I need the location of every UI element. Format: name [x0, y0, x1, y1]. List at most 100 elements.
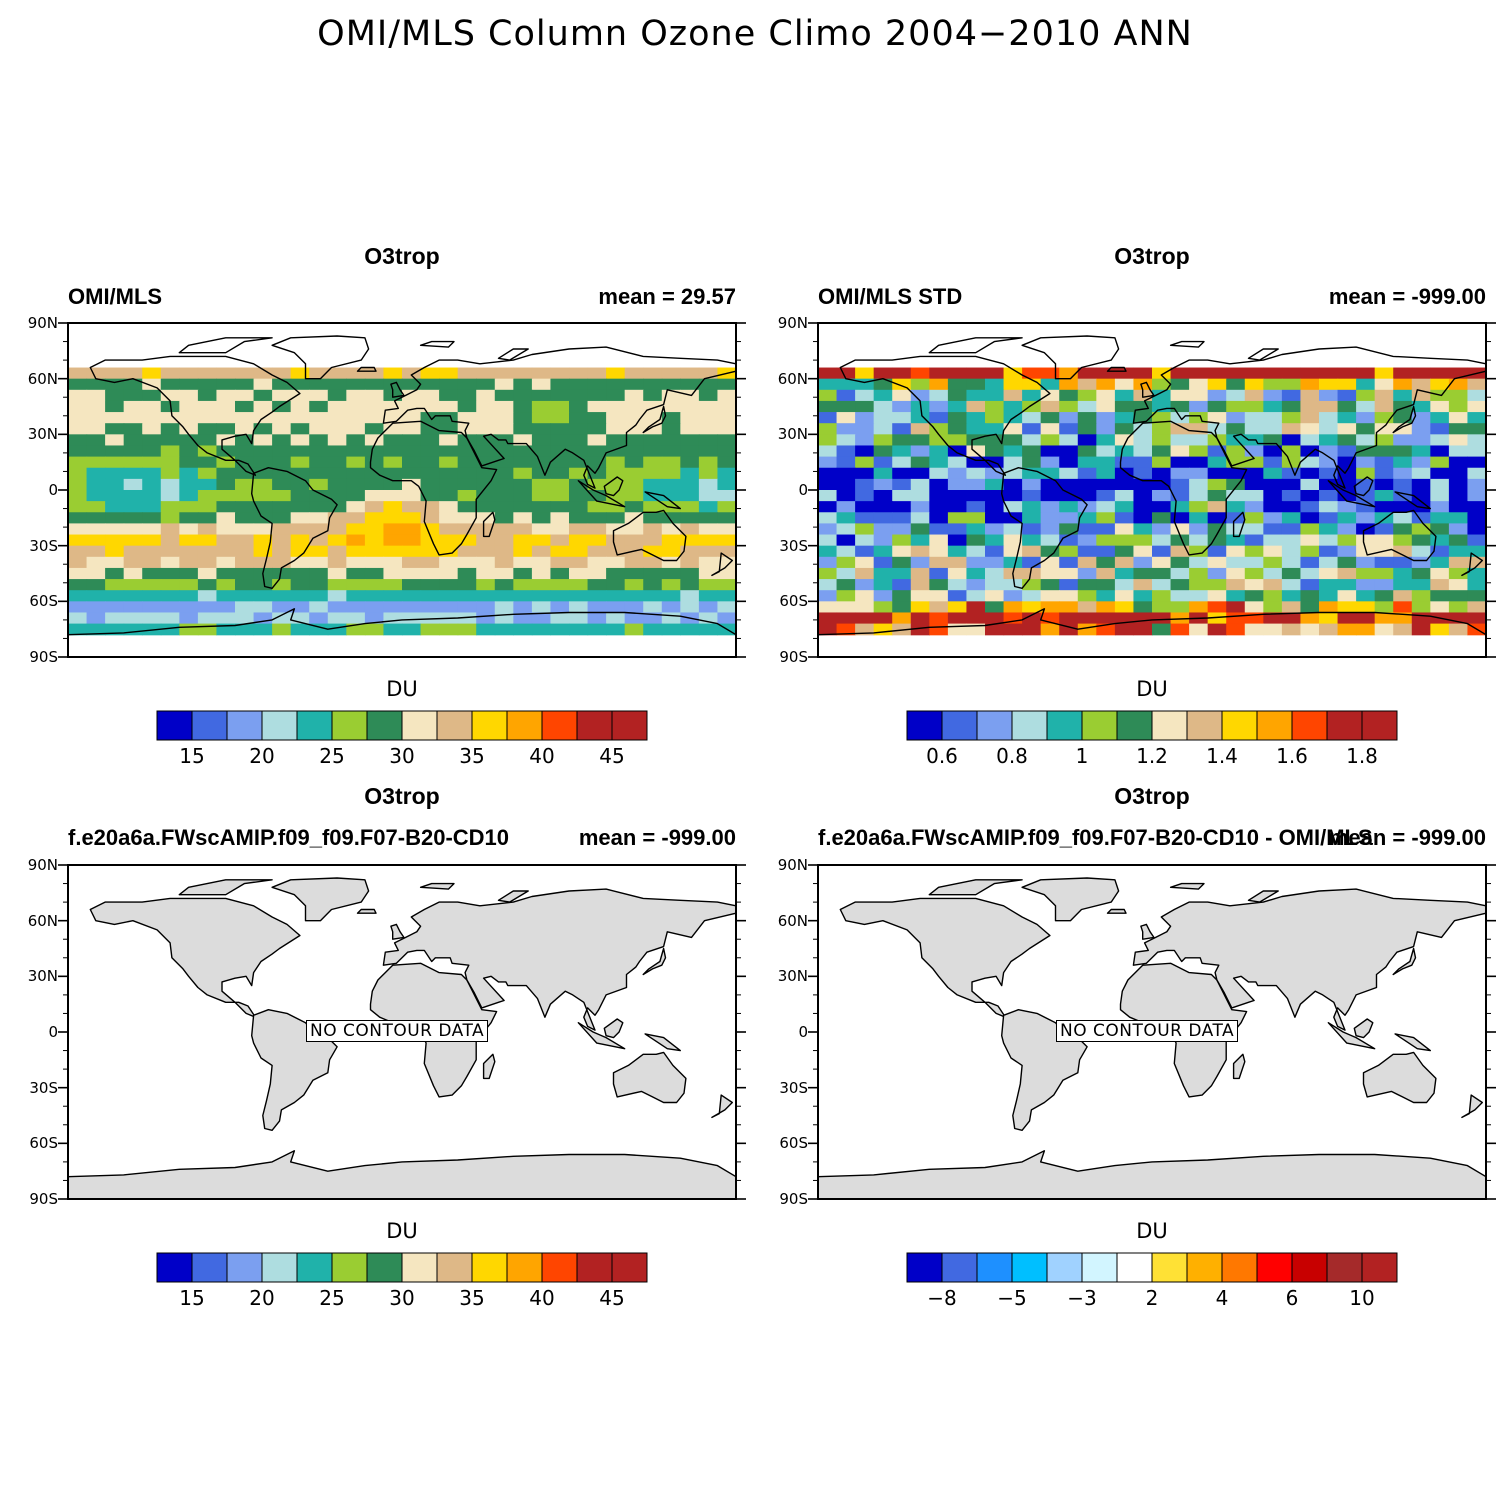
field-cell [1207, 367, 1227, 380]
field-cell [1263, 400, 1283, 413]
field-cell [892, 467, 912, 480]
field-cell [1133, 556, 1153, 569]
field-cell [855, 400, 875, 413]
field-cell [494, 378, 514, 391]
ozone-field [818, 367, 1487, 636]
field-cell [420, 423, 440, 435]
colorbar-label: 35 [459, 1286, 485, 1310]
colorbar-swatch [261, 1252, 298, 1283]
field-cell [309, 445, 329, 458]
colorbar [156, 1252, 648, 1283]
field-cell [1040, 467, 1060, 480]
field-cell [892, 423, 912, 435]
field-cell [966, 601, 986, 614]
field-cell [643, 434, 663, 447]
panel-left-string: OMI/MLS [68, 284, 163, 309]
field-cell [197, 612, 218, 625]
field-cell [1319, 400, 1339, 413]
field-cell [1448, 378, 1469, 391]
field-cell [1337, 534, 1357, 547]
field-cell [929, 445, 949, 458]
field-cell [68, 545, 88, 558]
field-cell [253, 545, 273, 558]
field-cell [439, 501, 459, 513]
field-cell [1411, 601, 1431, 614]
field-cell [105, 367, 125, 380]
field-cell [587, 478, 607, 491]
field-cell [1337, 545, 1357, 558]
eurasia-outline [1132, 888, 1487, 1031]
field-cell [235, 467, 255, 480]
field-cell [1356, 456, 1376, 469]
arctic-islands-outline [178, 337, 273, 354]
field-cell [836, 490, 856, 502]
field-cell [1096, 389, 1116, 402]
field-cell [160, 445, 180, 458]
field-cell [1337, 378, 1357, 391]
field-cell [985, 579, 1005, 591]
field-cell [1226, 612, 1246, 625]
field-cell [1263, 478, 1283, 491]
field-cell [160, 456, 180, 469]
field-cell [698, 601, 719, 614]
field-cell [235, 378, 255, 391]
field-cell [855, 590, 875, 602]
indonesia-outline [1327, 479, 1376, 508]
field-cell [818, 534, 838, 547]
field-cell [1319, 412, 1339, 424]
field-cell [439, 434, 459, 447]
south-america-outline [250, 466, 338, 589]
field-cell [698, 590, 719, 602]
field-cell [123, 523, 143, 536]
field-cell [179, 512, 199, 524]
field-cell [643, 556, 663, 569]
field-cell [346, 612, 366, 625]
field-cell [1281, 412, 1302, 424]
colorbar-label: 20 [249, 1286, 275, 1310]
field-cell [661, 545, 681, 558]
field-cell [661, 612, 681, 625]
field-cell [1300, 612, 1320, 625]
field-cell [1393, 434, 1413, 447]
field-cell [105, 545, 125, 558]
field-cell [309, 579, 329, 591]
field-cell [661, 367, 681, 380]
field-cell [1430, 467, 1450, 480]
field-cell [892, 590, 912, 602]
field-cell [86, 601, 106, 614]
field-cell [1077, 467, 1097, 480]
field-cell [1003, 523, 1023, 536]
field-cell [929, 567, 949, 580]
field-cell [1226, 590, 1246, 602]
colorbar-swatch [1186, 1252, 1223, 1283]
field-cell [1152, 601, 1172, 614]
field-cell [216, 445, 236, 458]
field-cell [346, 400, 366, 413]
field-cell [420, 367, 440, 380]
colorbar-swatch [191, 710, 228, 741]
field-cell [86, 501, 106, 513]
field-cell [105, 389, 125, 402]
field-cell [1133, 378, 1153, 391]
field-cell [1226, 456, 1246, 469]
field-cell [1207, 501, 1227, 513]
field-cell [197, 545, 218, 558]
svalbard-outline [419, 882, 455, 890]
field-cell [457, 545, 477, 558]
north-america-outline [839, 897, 1051, 1018]
field-cell [1189, 456, 1209, 469]
field-cell [1300, 545, 1320, 558]
colorbar-swatch [156, 710, 193, 741]
field-cell [383, 434, 403, 447]
field-cell [873, 467, 893, 480]
lat-tick-label: 0 [798, 1023, 808, 1041]
field-cell [569, 490, 589, 502]
field-cell [1059, 623, 1079, 636]
field-cell [624, 601, 644, 614]
field-cell [142, 579, 162, 591]
field-cell [836, 501, 856, 513]
field-cell [569, 545, 589, 558]
field-cell [1411, 434, 1431, 447]
field-cell [1356, 367, 1376, 380]
field-cell [836, 556, 856, 569]
